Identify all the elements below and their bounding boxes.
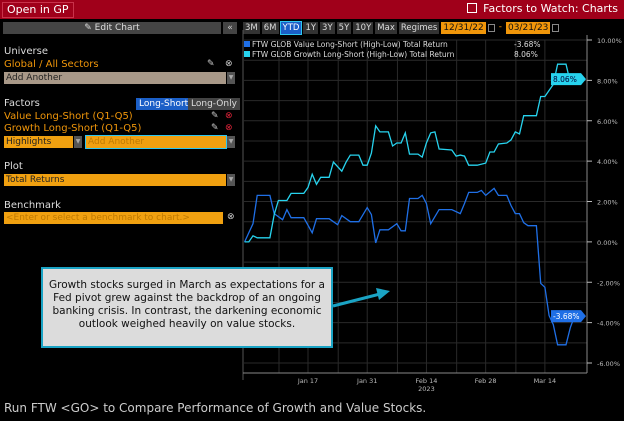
pencil-icon[interactable]: ✎ (207, 59, 215, 69)
footer-text: Run FTW <GO> to Compare Performance of G… (4, 401, 427, 415)
universe-value[interactable]: Global / All Sectors (4, 59, 99, 70)
benchmark-label: Benchmark (4, 200, 61, 211)
y-tick-label: -6.00% (597, 360, 620, 368)
legend-label: FTW GLOB Growth Long-Short (High-Low) To… (252, 50, 455, 59)
tab-6m[interactable]: 6M (261, 22, 279, 34)
series-line-0 (244, 187, 576, 346)
x-axis-label: 2023 (418, 385, 435, 393)
x-tick-label: Feb 14 (416, 377, 438, 385)
arrow-line (332, 292, 381, 308)
x-tick-label: Mar 14 (534, 377, 557, 385)
factors-label: Factors (4, 98, 40, 109)
highlights-select[interactable]: Highlights (4, 136, 73, 148)
y-tick-label: 2.00% (597, 199, 618, 207)
series-line-1 (244, 63, 575, 243)
factor-add-input[interactable]: Add Another (85, 135, 227, 149)
universe-add-input[interactable]: Add Another (4, 72, 226, 84)
edit-chart-button[interactable]: ✎ Edit Chart (3, 22, 221, 34)
long-short-toggle[interactable]: Long-Short (136, 98, 192, 110)
remove-icon[interactable]: ⊗ (225, 123, 233, 133)
open-in-gp-button[interactable]: Open in GP (2, 2, 74, 18)
long-only-toggle[interactable]: Long-Only (188, 98, 240, 110)
legend-item-growth: FTW GLOB Growth Long-Short (High-Low) To… (244, 50, 541, 60)
title-text: Factors to Watch: Charts (483, 2, 618, 15)
x-tick-label: Jan 31 (356, 377, 377, 385)
legend-label: FTW GLOB Value Long-Short (High-Low) Tot… (252, 40, 448, 49)
last-value-badge (551, 73, 586, 86)
external-link-icon (467, 3, 478, 13)
x-tick-label: Jan 17 (297, 377, 318, 385)
remove-icon[interactable]: ⊗ (225, 59, 233, 69)
y-tick-label: 8.00% (597, 77, 618, 85)
benchmark-input[interactable]: <Enter or select a benchmark to chart.> (4, 212, 223, 224)
legend-swatch (244, 51, 250, 57)
period-tabs: 3M 6M YTD 1Y 3Y 5Y 10Y Max Regimes 12/31… (243, 21, 560, 35)
y-tick-label: 6.00% (597, 118, 618, 126)
start-date-input[interactable]: 12/31/22 (441, 22, 486, 34)
tab-3y[interactable]: 3Y (320, 22, 335, 34)
tab-10y[interactable]: 10Y (353, 22, 374, 34)
calendar-icon[interactable] (552, 24, 560, 32)
collapse-panel-button[interactable]: « (223, 22, 237, 34)
tab-3m[interactable]: 3M (243, 22, 260, 34)
calendar-icon[interactable] (487, 24, 495, 32)
pencil-icon[interactable]: ✎ (211, 111, 219, 121)
legend-value: -3.68% (514, 40, 541, 49)
tab-ytd[interactable]: YTD (279, 21, 303, 35)
arrow-head (376, 288, 390, 300)
y-tick-label: 10.00% (597, 37, 622, 45)
annotation-callout: Growth stocks surged in March as expecta… (41, 267, 333, 348)
tab-1y[interactable]: 1Y (303, 22, 319, 34)
pencil-icon[interactable]: ✎ (211, 123, 219, 133)
chart-legend: FTW GLOB Value Long-Short (High-Low) Tot… (244, 40, 541, 60)
tab-5y[interactable]: 5Y (336, 22, 352, 34)
last-value-label: -3.68% (553, 312, 580, 321)
universe-label: Universe (4, 46, 48, 57)
legend-value: 8.06% (514, 50, 538, 59)
legend-item-value: FTW GLOB Value Long-Short (High-Low) Tot… (244, 40, 541, 50)
y-tick-label: 4.00% (597, 158, 618, 166)
date-separator: - (498, 22, 502, 32)
tab-max[interactable]: Max (375, 22, 397, 34)
y-tick-label: -2.00% (597, 279, 620, 287)
chevron-down-icon[interactable]: ▼ (227, 72, 235, 84)
plot-select[interactable]: Total Returns (4, 174, 226, 186)
end-date-input[interactable]: 03/21/23 (505, 22, 551, 34)
remove-icon[interactable]: ⊗ (227, 212, 235, 222)
chevron-down-icon[interactable]: ▼ (227, 136, 235, 148)
y-tick-label: 0.00% (597, 239, 618, 247)
plot-label: Plot (4, 161, 23, 172)
chevron-down-icon[interactable]: ▼ (227, 174, 235, 186)
last-value-label: 8.06% (553, 75, 577, 84)
factor-growth[interactable]: Growth Long-Short (Q1-Q5) (4, 123, 142, 134)
chevron-down-icon[interactable]: ▼ (74, 136, 82, 148)
tab-regimes[interactable]: Regimes (398, 22, 440, 34)
y-tick-label: -4.00% (597, 320, 620, 328)
factor-value[interactable]: Value Long-Short (Q1-Q5) (4, 111, 133, 122)
legend-swatch (244, 41, 250, 47)
remove-icon[interactable]: ⊗ (225, 111, 233, 121)
window-title[interactable]: Factors to Watch: Charts (467, 2, 618, 16)
x-tick-label: Feb 28 (475, 377, 497, 385)
last-value-badge (551, 310, 586, 323)
